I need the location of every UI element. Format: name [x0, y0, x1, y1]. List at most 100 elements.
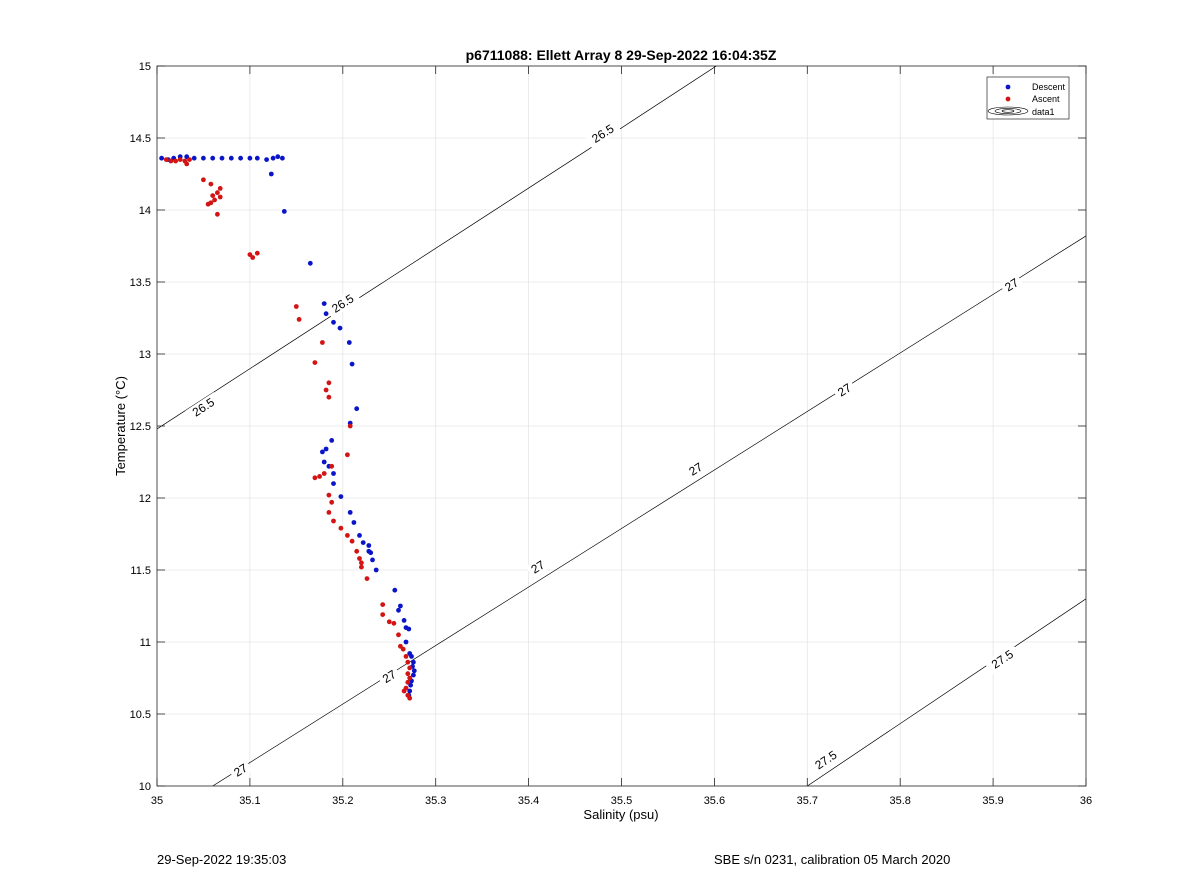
- descent-point: [392, 587, 398, 593]
- legend: Descent Ascent data1: [986, 76, 1070, 120]
- descent-point: [396, 607, 401, 613]
- y-tick-label: 12.5: [130, 421, 151, 433]
- ascent-point: [326, 394, 332, 400]
- ascent-point: [380, 612, 386, 617]
- descent-point: [331, 319, 336, 325]
- ascent-point: [345, 533, 350, 538]
- contour-label-bg: [185, 392, 222, 423]
- contour-label: 27: [377, 665, 402, 688]
- contour-label: 27: [525, 555, 551, 579]
- contour-line-26-5: [157, 66, 717, 430]
- ascent-point: [396, 632, 401, 638]
- ascent-point: [347, 423, 353, 429]
- legend-marker-descent: [1005, 84, 1011, 90]
- descent-point: [357, 533, 362, 538]
- descent-point: [366, 543, 372, 548]
- ascent-point: [405, 671, 411, 677]
- legend-contour-icon: [987, 106, 1029, 116]
- ascent-point: [321, 471, 327, 476]
- footer-timestamp: 29-Sep-2022 19:35:03: [157, 852, 287, 867]
- ascent-point: [177, 157, 183, 163]
- x-tick-label: 35.7: [797, 795, 818, 807]
- ascent-point: [184, 161, 190, 167]
- ascent-point: [405, 679, 411, 685]
- x-tick-label: 36: [1080, 795, 1092, 807]
- y-tick-label: 14: [139, 205, 151, 217]
- contour-line-27: [212, 235, 1086, 786]
- ascent-point: [326, 380, 332, 386]
- descent-point: [407, 688, 413, 694]
- legend-entry-data1: data1: [1032, 107, 1055, 117]
- ascent-point: [326, 510, 332, 515]
- descent-point: [191, 155, 197, 161]
- y-tick-label: 15: [139, 61, 151, 73]
- ascent-point: [205, 201, 211, 207]
- x-tick-label: 35.3: [425, 795, 446, 807]
- descent-point: [411, 659, 416, 665]
- descent-point: [347, 510, 353, 515]
- contour-line-27-5: [807, 598, 1086, 786]
- ascent-point: [349, 538, 355, 544]
- ascent-point: [168, 158, 174, 164]
- contour-label-bg: [807, 744, 844, 776]
- descent-point: [354, 406, 360, 412]
- descent-point: [238, 155, 244, 161]
- contour-label: 27: [683, 457, 708, 481]
- descent-point: [321, 459, 327, 465]
- ascent-point: [210, 193, 216, 199]
- ascent-point: [329, 499, 335, 505]
- descent-point: [331, 471, 336, 476]
- series-ascent: [163, 157, 413, 701]
- x-tick-label: 35.9: [982, 795, 1003, 807]
- ascent-point: [326, 492, 332, 498]
- contour-label-bg: [683, 457, 708, 481]
- ascent-point: [293, 304, 299, 309]
- descent-point: [323, 311, 329, 317]
- descent-point: [331, 481, 336, 486]
- descent-point: [406, 626, 412, 632]
- ascent-point: [400, 646, 406, 652]
- ascent-point: [296, 317, 302, 322]
- x-tick-label: 35.4: [518, 795, 539, 807]
- descent-point: [307, 260, 313, 266]
- ascent-point: [338, 525, 344, 531]
- y-tick-label: 13.5: [130, 277, 151, 289]
- ascent-point: [407, 695, 413, 701]
- descent-point: [398, 603, 403, 609]
- descent-point: [411, 672, 416, 678]
- contour-label-bg: [984, 644, 1021, 675]
- descent-point: [368, 550, 374, 556]
- ascent-point: [163, 157, 169, 163]
- ascent-point: [364, 576, 370, 581]
- ascent-point: [208, 181, 214, 187]
- descent-point: [346, 340, 352, 345]
- data-series: [159, 154, 417, 701]
- descent-point: [329, 438, 335, 443]
- descent-point: [264, 157, 269, 163]
- ascent-point: [359, 564, 364, 570]
- contour-label-bg: [324, 288, 361, 319]
- density-contours: [157, 66, 1086, 786]
- ascent-point: [354, 548, 360, 554]
- y-axis-label: Temperature (°C): [113, 376, 128, 476]
- legend-marker-ascent: [1005, 96, 1011, 102]
- descent-point: [351, 520, 357, 525]
- ascent-point: [359, 560, 364, 566]
- legend-entry-descent: Descent: [1032, 82, 1066, 92]
- descent-point: [403, 639, 409, 645]
- ascent-point: [345, 452, 350, 458]
- x-tick-label: 35.8: [889, 795, 910, 807]
- descent-point: [401, 618, 407, 623]
- descent-point: [270, 155, 276, 161]
- contour-label-bg: [228, 758, 253, 782]
- contour-label: 27: [999, 273, 1024, 297]
- x-tick-label: 35.6: [704, 795, 725, 807]
- ascent-point: [212, 197, 218, 203]
- contour-label-bg: [525, 555, 551, 579]
- descent-point: [281, 209, 287, 214]
- ascent-point: [317, 474, 322, 479]
- ascent-point: [407, 665, 413, 671]
- descent-point: [228, 155, 234, 161]
- x-tick-label: 35.5: [611, 795, 632, 807]
